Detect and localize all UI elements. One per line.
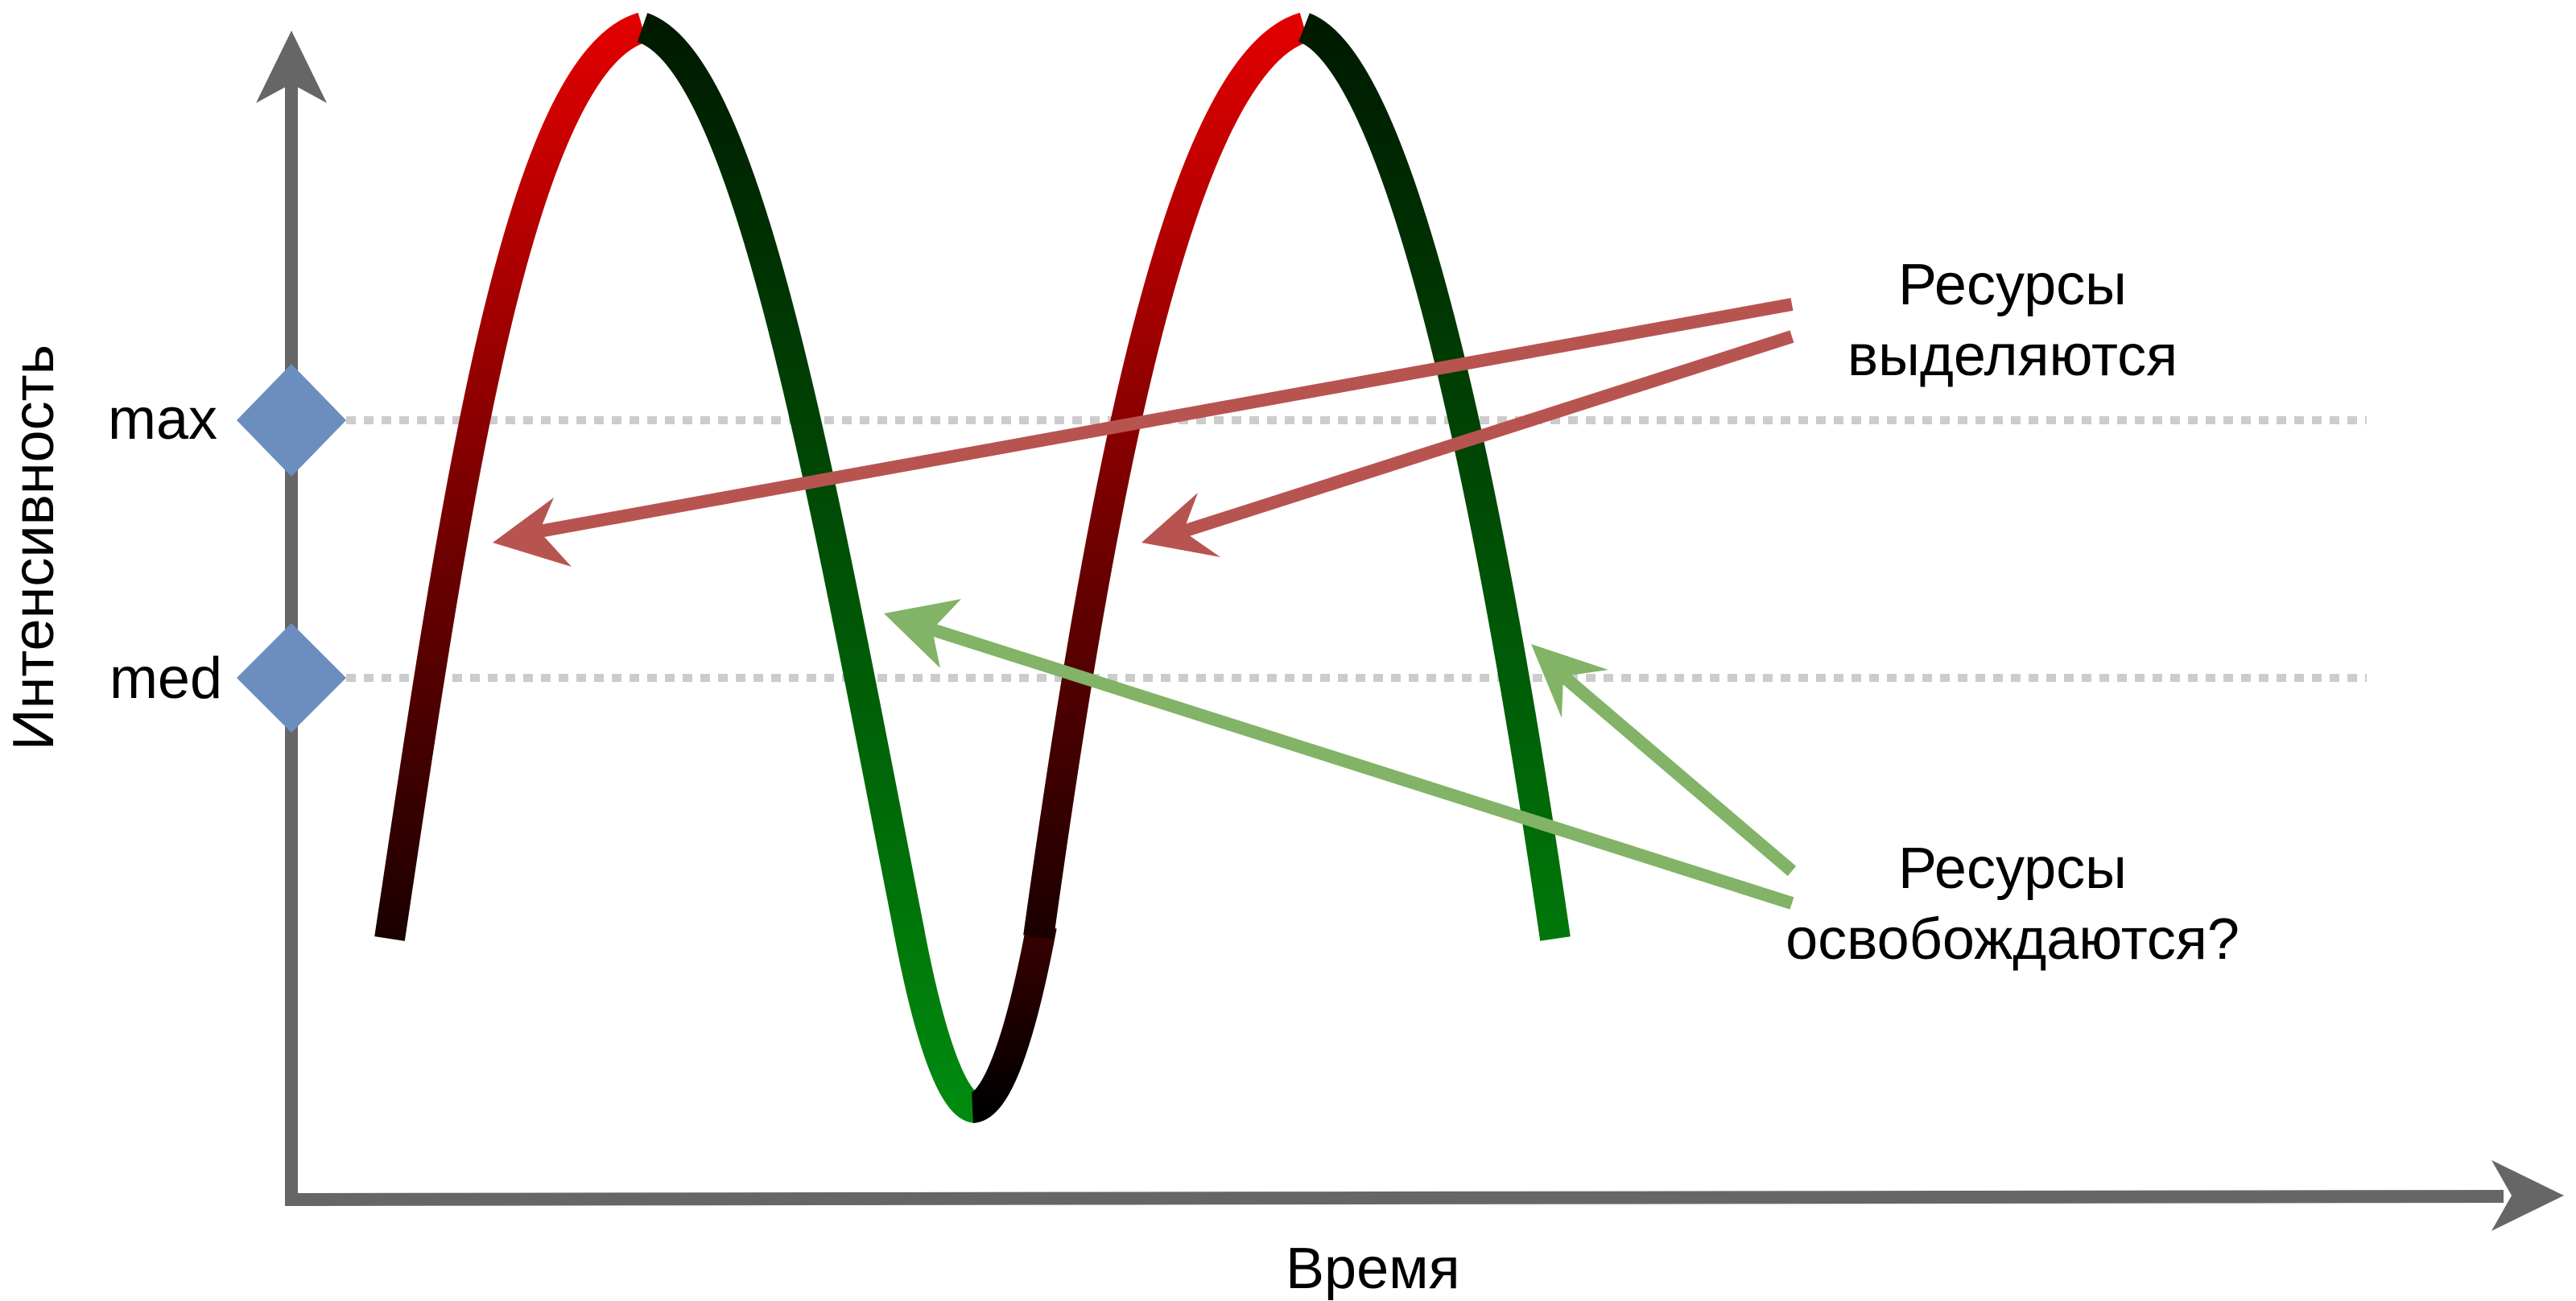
annotation-freed-line2: освобождаются? xyxy=(1785,907,2240,972)
curve-rise-1 xyxy=(374,12,648,941)
allocated-arrows xyxy=(493,298,1794,567)
max-level-marker xyxy=(237,364,346,477)
curve-rise-2 xyxy=(1023,12,1310,940)
y-axis-arrowhead xyxy=(256,31,327,103)
annotation-allocated-line1: Ресурсы xyxy=(1898,253,2127,317)
freed-arrowhead-2 xyxy=(1531,644,1608,718)
freed-arrow-2 xyxy=(1558,671,1797,877)
annotation-freed-line1: Ресурсы xyxy=(1898,836,2127,901)
annotation-resources-allocated: Ресурсы выделяются xyxy=(1771,250,2254,391)
x-axis-title: Время xyxy=(1286,1237,1460,1301)
curve-trough-right xyxy=(969,923,1057,1123)
max-level-label: max xyxy=(107,387,217,452)
annotation-allocated-line2: выделяются xyxy=(1847,324,2178,388)
annotation-resources-freed: Ресурсы освобождаются? xyxy=(1731,833,2294,975)
x-axis-line xyxy=(284,1190,2504,1206)
allocated-arrow-1 xyxy=(538,298,1794,538)
allocated-arrow-2 xyxy=(1181,330,1794,538)
y-axis-title: Интенсивность xyxy=(2,344,66,751)
freed-arrows xyxy=(884,599,1797,910)
allocated-arrowhead-2 xyxy=(1141,493,1220,557)
curve-fall-1 xyxy=(636,13,925,937)
med-level-label: med xyxy=(109,646,222,711)
allocated-arrowhead-1 xyxy=(493,498,572,567)
freed-arrow-1 xyxy=(930,623,1794,910)
med-level-marker xyxy=(237,623,346,733)
curve-fall-2 xyxy=(1297,13,1571,941)
curve-trough-left xyxy=(893,923,980,1123)
freed-arrowhead-1 xyxy=(884,599,961,668)
x-axis-arrowhead xyxy=(2491,1160,2564,1231)
